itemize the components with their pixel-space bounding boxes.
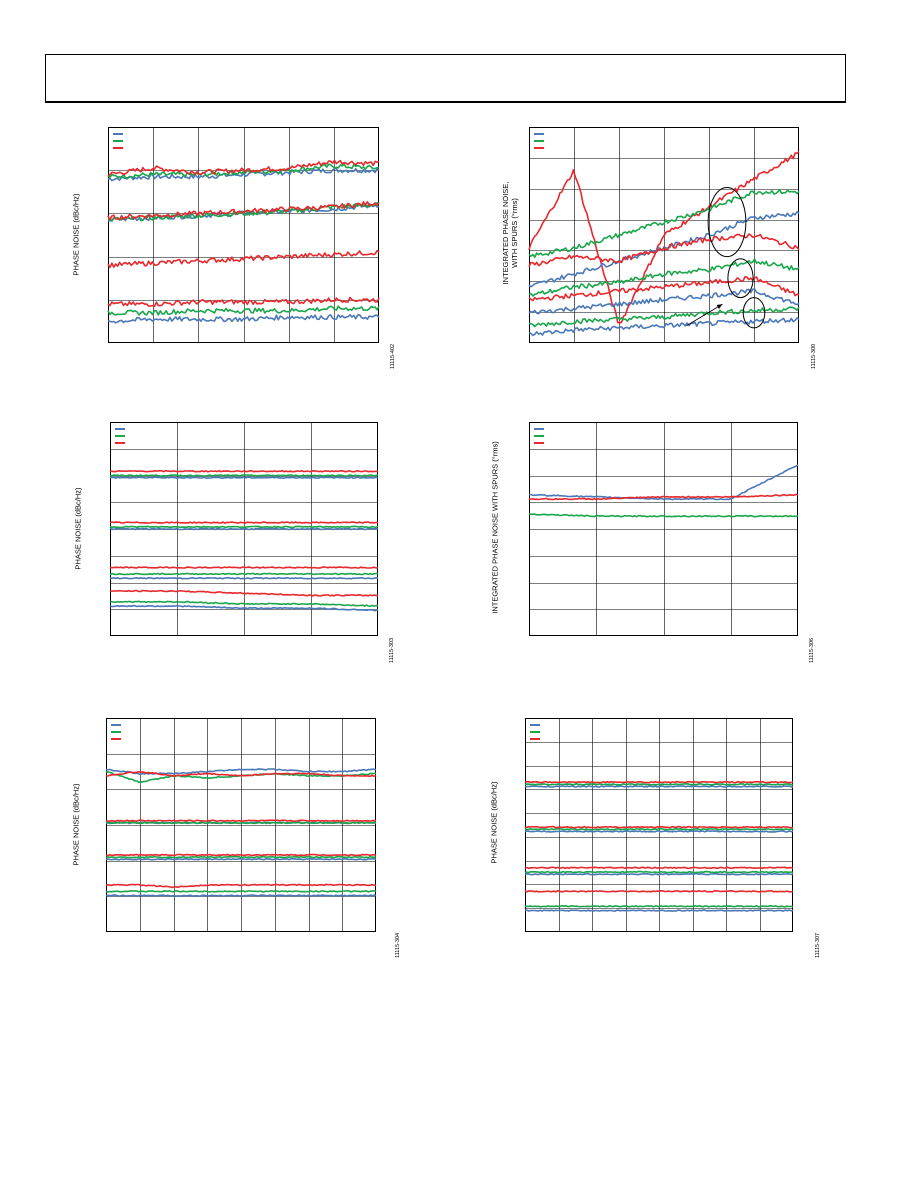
figure-id-p5: 11115-304: [395, 932, 401, 958]
header-box: [45, 54, 846, 103]
y-axis-label-p4: INTEGRATED PHASE NOISE WITH SPURS (°rms): [490, 441, 500, 614]
series-line-3: [528, 211, 800, 288]
chart-svg-p2: [528, 127, 800, 343]
figure-id-p2: 11115-300: [811, 343, 817, 369]
figure-id-p6: 11115-307: [815, 932, 821, 958]
series-line-10: [107, 314, 380, 324]
series-line-3: [105, 770, 377, 778]
chart-svg-p1: [107, 127, 380, 343]
annotation-ellipse-2: [727, 258, 754, 299]
annotation-arrow-head: [716, 304, 723, 309]
y-axis-label-p5: PHASE NOISE (dBc/Hz): [71, 783, 81, 866]
series-line-8: [529, 306, 800, 328]
figure-id-p3: 11115-303: [389, 637, 395, 663]
legend: [113, 133, 123, 149]
series-line-8: [105, 855, 377, 859]
series-line-3: [528, 513, 799, 518]
series-line-4: [524, 830, 794, 833]
series-line-6: [107, 201, 380, 221]
series-line-5: [109, 525, 379, 529]
series-line-7: [524, 872, 794, 876]
y-axis-label-p3: PHASE NOISE (dBc/Hz): [73, 487, 83, 570]
series-line-11: [524, 905, 794, 908]
series-line-1: [109, 476, 379, 480]
series-line-12: [524, 909, 794, 912]
annotation-ellipse-3: [742, 297, 766, 329]
plot-frame: [106, 718, 376, 932]
series-line-6: [528, 276, 800, 302]
series-line-5: [105, 821, 377, 825]
series-line-4: [109, 527, 379, 531]
series-line-5: [107, 201, 380, 222]
series-line-9: [524, 866, 794, 870]
chart-svg-p5: [105, 718, 377, 932]
series-line-3: [524, 780, 794, 784]
chart-phase-noise-1: [107, 127, 380, 343]
chart-svg-p4: [528, 422, 799, 636]
plot-frame: [525, 718, 793, 932]
series-line-12: [109, 604, 379, 612]
series-line-2: [524, 783, 794, 786]
chart-svg-p6: [524, 718, 794, 932]
series-line-9: [105, 853, 377, 857]
series-line-7: [110, 566, 379, 569]
plot-frame: [529, 422, 798, 636]
series-line-1: [528, 151, 800, 324]
series-line-2: [528, 188, 800, 259]
series-line-7: [528, 288, 800, 315]
series-line-6: [109, 521, 379, 524]
series-line-4: [528, 233, 800, 267]
legend: [530, 724, 540, 740]
y-axis-label-p1: PHASE NOISE (dBc/Hz): [71, 193, 81, 276]
figure-id-p4: 11115-306: [809, 637, 815, 663]
series-line-6: [524, 825, 794, 829]
series-line-10: [109, 589, 379, 597]
series-line-6: [105, 819, 377, 822]
series-line-11: [109, 600, 379, 608]
y-axis-label-p2: INTEGRATED PHASE NOISE, WITH SPURS (°rms…: [501, 181, 519, 285]
annotation-ellipse-1: [707, 186, 747, 258]
chart-phase-noise-2: [109, 422, 379, 636]
series-line-9: [109, 576, 378, 580]
chart-phase-noise-4: [524, 718, 794, 932]
legend: [115, 428, 125, 444]
series-line-9: [107, 305, 380, 316]
series-line-12: [105, 894, 377, 897]
series-line-1: [529, 464, 799, 501]
figure-id-p1: 11115-402: [390, 343, 396, 369]
chart-svg-p3: [109, 422, 379, 636]
series-line-2: [528, 493, 799, 501]
chart-phase-noise-3: [105, 718, 377, 932]
series-line-1: [107, 167, 380, 182]
series-line-8: [524, 870, 794, 874]
series-line-7: [107, 249, 380, 269]
legend: [534, 133, 544, 149]
series-line-10: [524, 890, 794, 893]
series-line-3: [107, 159, 380, 177]
series-line-11: [105, 890, 377, 893]
y-axis-label-p6: PHASE NOISE (dBc/Hz): [489, 781, 499, 864]
legend: [111, 724, 121, 740]
series-line-8: [109, 572, 379, 576]
series-line-5: [524, 828, 794, 831]
series-line-5: [528, 258, 800, 297]
chart-integrated-phase-noise-2: [528, 422, 799, 636]
series-line-3: [109, 469, 379, 473]
series-line-7: [105, 857, 377, 861]
series-line-1: [524, 785, 794, 788]
chart-integrated-phase-noise-1: [528, 127, 800, 343]
series-line-8: [107, 296, 380, 307]
series-line-2: [110, 474, 378, 477]
series-line-9: [528, 317, 800, 337]
series-line-2: [107, 163, 379, 179]
series-line-10: [105, 883, 377, 889]
annotation-arrow-line: [686, 303, 723, 327]
legend: [534, 428, 544, 444]
